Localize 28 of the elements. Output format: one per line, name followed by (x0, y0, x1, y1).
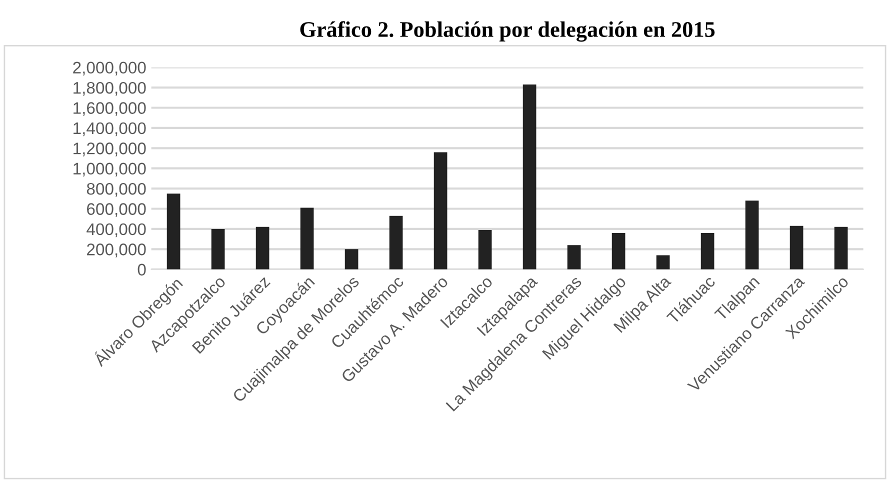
y-tick-label: 200,000 (87, 244, 146, 258)
y-tick-label: 600,000 (87, 203, 146, 217)
y-tick-label: 0 (138, 264, 146, 276)
y-tick-label: 400,000 (86, 223, 146, 238)
y-tick-label: 1,200,000 (74, 142, 146, 156)
bar (166, 194, 180, 270)
bar (256, 226, 270, 270)
bar (344, 249, 358, 270)
chart-title: Gráfico 2. Población por delegación en 2015 (300, 21, 715, 42)
bar (612, 232, 626, 270)
y-tick-label: 2,000,000 (73, 62, 146, 76)
bar (834, 226, 848, 270)
bar (656, 255, 670, 270)
bar (700, 232, 714, 270)
bar (522, 84, 536, 270)
y-tick-label: 1,800,000 (74, 82, 146, 96)
bar (745, 200, 759, 270)
bar (389, 216, 403, 270)
y-tick-label: 800,000 (86, 182, 146, 197)
bar (300, 208, 314, 270)
bar (434, 152, 448, 270)
bar (211, 228, 225, 270)
y-tick-label: 1,000,000 (74, 162, 146, 177)
bar (478, 230, 492, 270)
bar (567, 245, 581, 270)
y-tick-label: 1,400,000 (74, 122, 146, 136)
bar (790, 226, 804, 270)
y-tick-label: 1,600,000 (74, 102, 146, 116)
